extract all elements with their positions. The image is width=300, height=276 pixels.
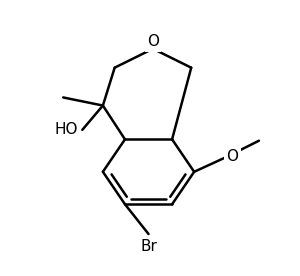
Text: HO: HO [54,122,78,137]
Text: O: O [226,149,238,164]
Text: O: O [147,34,159,49]
Text: Br: Br [140,239,157,254]
